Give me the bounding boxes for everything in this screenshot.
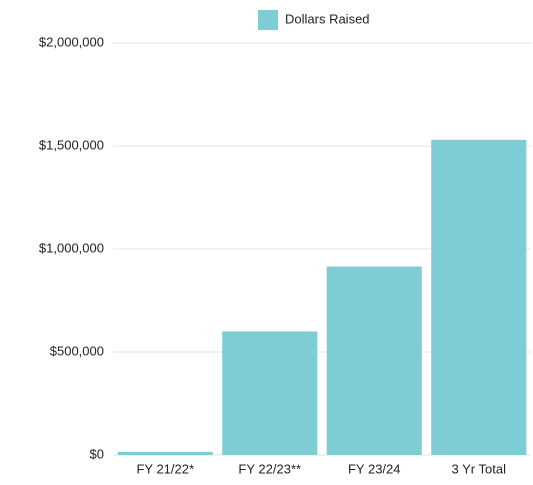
bar — [326, 266, 422, 455]
y-tick-label: $1,000,000 — [39, 240, 104, 255]
y-tick-label: $0 — [90, 446, 104, 461]
x-tick-label: FY 22/23** — [238, 461, 301, 476]
y-tick-label: $1,500,000 — [39, 137, 104, 152]
bar — [117, 451, 213, 455]
bar — [222, 331, 318, 455]
legend-label: Dollars Raised — [285, 11, 370, 26]
x-tick-label: FY 23/24 — [348, 461, 401, 476]
bar — [431, 139, 527, 455]
y-tick-label: $2,000,000 — [39, 34, 104, 49]
x-tick-label: 3 Yr Total — [452, 461, 507, 476]
y-tick-label: $500,000 — [50, 343, 104, 358]
x-tick-label: FY 21/22* — [136, 461, 194, 476]
legend-swatch — [258, 10, 278, 30]
